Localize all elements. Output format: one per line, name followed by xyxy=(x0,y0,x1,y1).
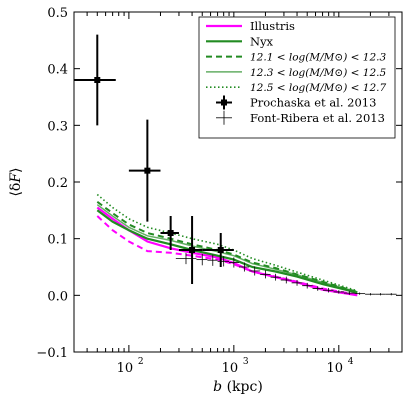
series-line-nyx xyxy=(96,209,358,294)
x-tick-exponent: 4 xyxy=(348,357,354,367)
data-point-font-ribera-et-al-2013 xyxy=(354,292,366,295)
series-line-12-1-log-m-m-12-3 xyxy=(96,200,358,293)
y-tick-label: 0.0 xyxy=(47,289,68,304)
square-marker xyxy=(144,167,151,174)
x-tick-label: 10 xyxy=(327,361,344,376)
y-tick-label: 0.4 xyxy=(47,63,68,78)
data-point-prochaska-et-al-2013 xyxy=(74,34,116,126)
legend-label: Font-Ribera et al. 2013 xyxy=(250,111,385,125)
data-point-font-ribera-et-al-2013 xyxy=(249,266,261,276)
legend-label: Prochaska et al. 2013 xyxy=(250,96,376,110)
x-axis: 10 2 10 3 10 4 xyxy=(73,12,403,376)
data-point-font-ribera-et-al-2013 xyxy=(175,252,197,265)
data-point-font-ribera-et-al-2013 xyxy=(280,276,292,284)
x-tick-label: 10 xyxy=(222,361,239,376)
data-point-prochaska-et-al-2013 xyxy=(128,119,161,222)
square-marker xyxy=(94,77,101,83)
data-point-prochaska-et-al-2013 xyxy=(178,216,203,284)
y-tick-label: 0.5 xyxy=(47,6,68,21)
data-point-font-ribera-et-al-2013 xyxy=(270,273,281,281)
data-point-prochaska-et-al-2013 xyxy=(160,216,179,250)
square-marker xyxy=(167,230,174,236)
data-point-font-ribera-et-al-2013 xyxy=(343,291,355,295)
legend-entry: 12.1 < log(M/M⊙) < 12.3 xyxy=(206,52,386,64)
y-axis-label: ⟨δF⟩ xyxy=(8,167,24,196)
series-layer xyxy=(96,193,358,297)
data-point-font-ribera-et-al-2013 xyxy=(375,293,386,296)
data-point-font-ribera-et-al-2013 xyxy=(333,290,344,294)
data-point-font-ribera-et-al-2013 xyxy=(207,254,218,266)
x-tick-exponent: 3 xyxy=(243,357,249,367)
x-tick-label: 10 xyxy=(117,361,134,376)
data-point-font-ribera-et-al-2013 xyxy=(385,293,397,296)
legend-entry: 12.3 < log(M/M⊙) < 12.5 xyxy=(206,67,386,79)
data-point-font-ribera-et-al-2013 xyxy=(260,270,271,279)
observations-layer xyxy=(74,34,397,296)
y-tick-label: 0.2 xyxy=(47,176,68,191)
legend-entry: Nyx xyxy=(206,34,274,48)
legend-entry: Prochaska et al. 2013 xyxy=(216,95,376,110)
square-marker xyxy=(217,247,224,253)
data-point-font-ribera-et-al-2013 xyxy=(323,287,334,293)
data-point-font-ribera-et-al-2013 xyxy=(239,262,250,272)
y-tick-label: 0.3 xyxy=(47,119,68,134)
series-line-12-5-log-m-m-12-7 xyxy=(96,193,358,292)
legend-label: 12.5 < log(M/M⊙) < 12.7 xyxy=(250,82,386,94)
data-point-font-ribera-et-al-2013 xyxy=(217,256,230,267)
data-point-font-ribera-et-al-2013 xyxy=(196,253,208,266)
legend-label: 12.3 < log(M/M⊙) < 12.5 xyxy=(250,67,386,79)
data-point-font-ribera-et-al-2013 xyxy=(229,257,240,268)
y-tick-label: 0.1 xyxy=(47,233,68,248)
legend-entry: Illustris xyxy=(206,19,295,33)
x-tick-exponent: 2 xyxy=(138,357,144,367)
legend-label: Illustris xyxy=(250,19,295,33)
legend-square-marker xyxy=(221,99,227,106)
legend-entry: Font-Ribera et al. 2013 xyxy=(216,110,385,125)
legend-entry: 12.5 < log(M/M⊙) < 12.7 xyxy=(206,82,386,94)
y-tick-label: −0.1 xyxy=(36,346,68,361)
legend-label: 12.1 < log(M/M⊙) < 12.3 xyxy=(250,52,386,64)
data-point-font-ribera-et-al-2013 xyxy=(302,282,313,289)
x-axis-label: b (kpc) xyxy=(213,379,263,395)
data-point-font-ribera-et-al-2013 xyxy=(365,293,376,296)
series-line-12-3-log-m-m-12-5 xyxy=(96,204,358,293)
legend-label: Nyx xyxy=(250,34,274,48)
data-point-font-ribera-et-al-2013 xyxy=(291,280,303,286)
y-axis: −0.1 0.0 0.1 0.2 0.3 0.4 0.5 xyxy=(36,6,402,361)
square-marker xyxy=(189,247,196,253)
data-point-font-ribera-et-al-2013 xyxy=(312,286,324,291)
